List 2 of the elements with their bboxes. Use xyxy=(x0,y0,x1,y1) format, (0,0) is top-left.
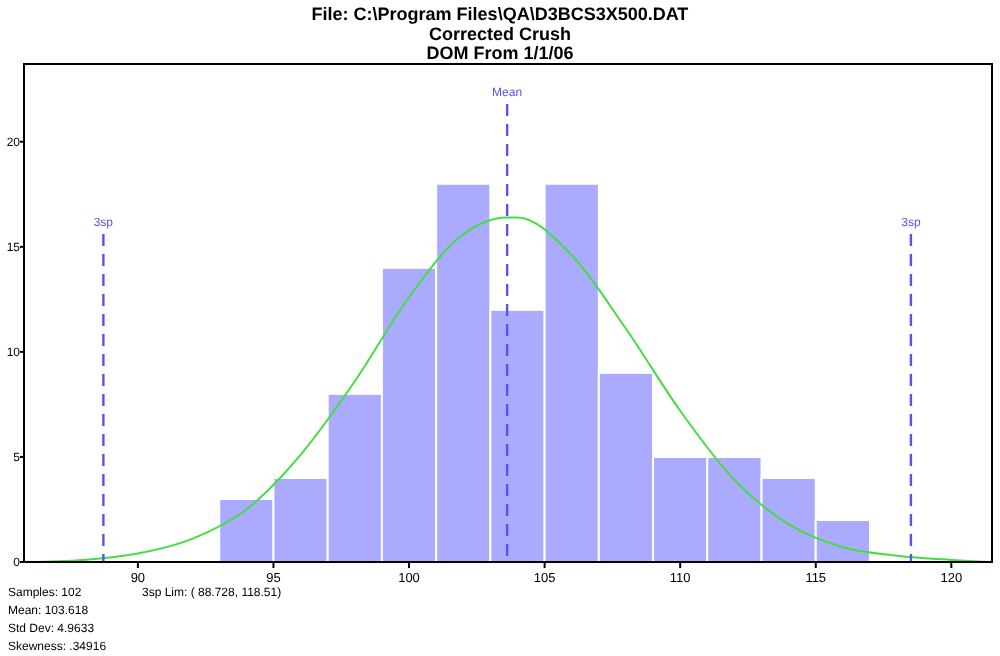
chart-subtitle: Corrected Crush DOM From 1/1/06 xyxy=(426,24,574,63)
chart-title: File: C:\Program Files\QA\D3BCS3X500.DAT xyxy=(311,4,690,24)
